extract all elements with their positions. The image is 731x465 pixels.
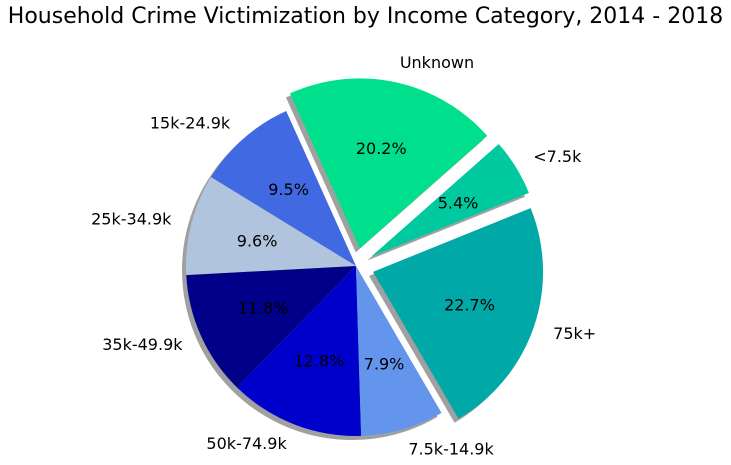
pct-label-50k-74-9k: 12.8% — [293, 352, 344, 371]
pie-slice-unknown — [289, 78, 488, 249]
slice-label-50k-74-9k: 50k-74.9k — [206, 434, 287, 453]
pie-slice-50k-74-9k — [237, 266, 362, 436]
pct-label-15k-24-9k: 9.5% — [268, 180, 309, 199]
pct-label-7-5k-14-9k: 7.9% — [364, 355, 405, 374]
slice-label-unknown: Unknown — [400, 53, 474, 72]
pie-slice-25k-34-9k — [186, 177, 356, 276]
pct-label-75k: 22.7% — [444, 295, 495, 314]
chart-title: Household Crime Victimization by Income … — [7, 4, 724, 29]
pie-slice-7-5k-14-9k — [356, 266, 442, 436]
slice-label-25k-34-9k: 25k-34.9k — [91, 210, 172, 229]
slice-label-75k: 75k+ — [553, 324, 596, 343]
pct-label-25k-34-9k: 9.6% — [237, 231, 278, 250]
pct-label-unknown: 20.2% — [356, 139, 407, 158]
slice-label-35k-49-9k: 35k-49.9k — [102, 335, 183, 354]
pie-label-layer: <7.5k 5.4% Unknown 20.2% 15k-24.9k 9.5% 25k-34… — [91, 53, 596, 459]
pct-label-35k-49-9k: 11.8% — [238, 299, 289, 318]
pie-wedge-layer — [186, 78, 544, 436]
pie-slice-15k-24-9k — [211, 111, 356, 266]
pie-slice-35k-49-9k — [186, 266, 356, 388]
pie-slice-7-5k — [371, 143, 529, 257]
slice-label-15k-24-9k: 15k-24.9k — [150, 114, 231, 133]
slice-label-7-5k: <7.5k — [533, 147, 582, 166]
pie-slice-75k — [373, 208, 544, 419]
pct-label-7-5k: 5.4% — [438, 193, 479, 212]
slice-label-7-5k-14-9k: 7.5k-14.9k — [408, 440, 494, 459]
